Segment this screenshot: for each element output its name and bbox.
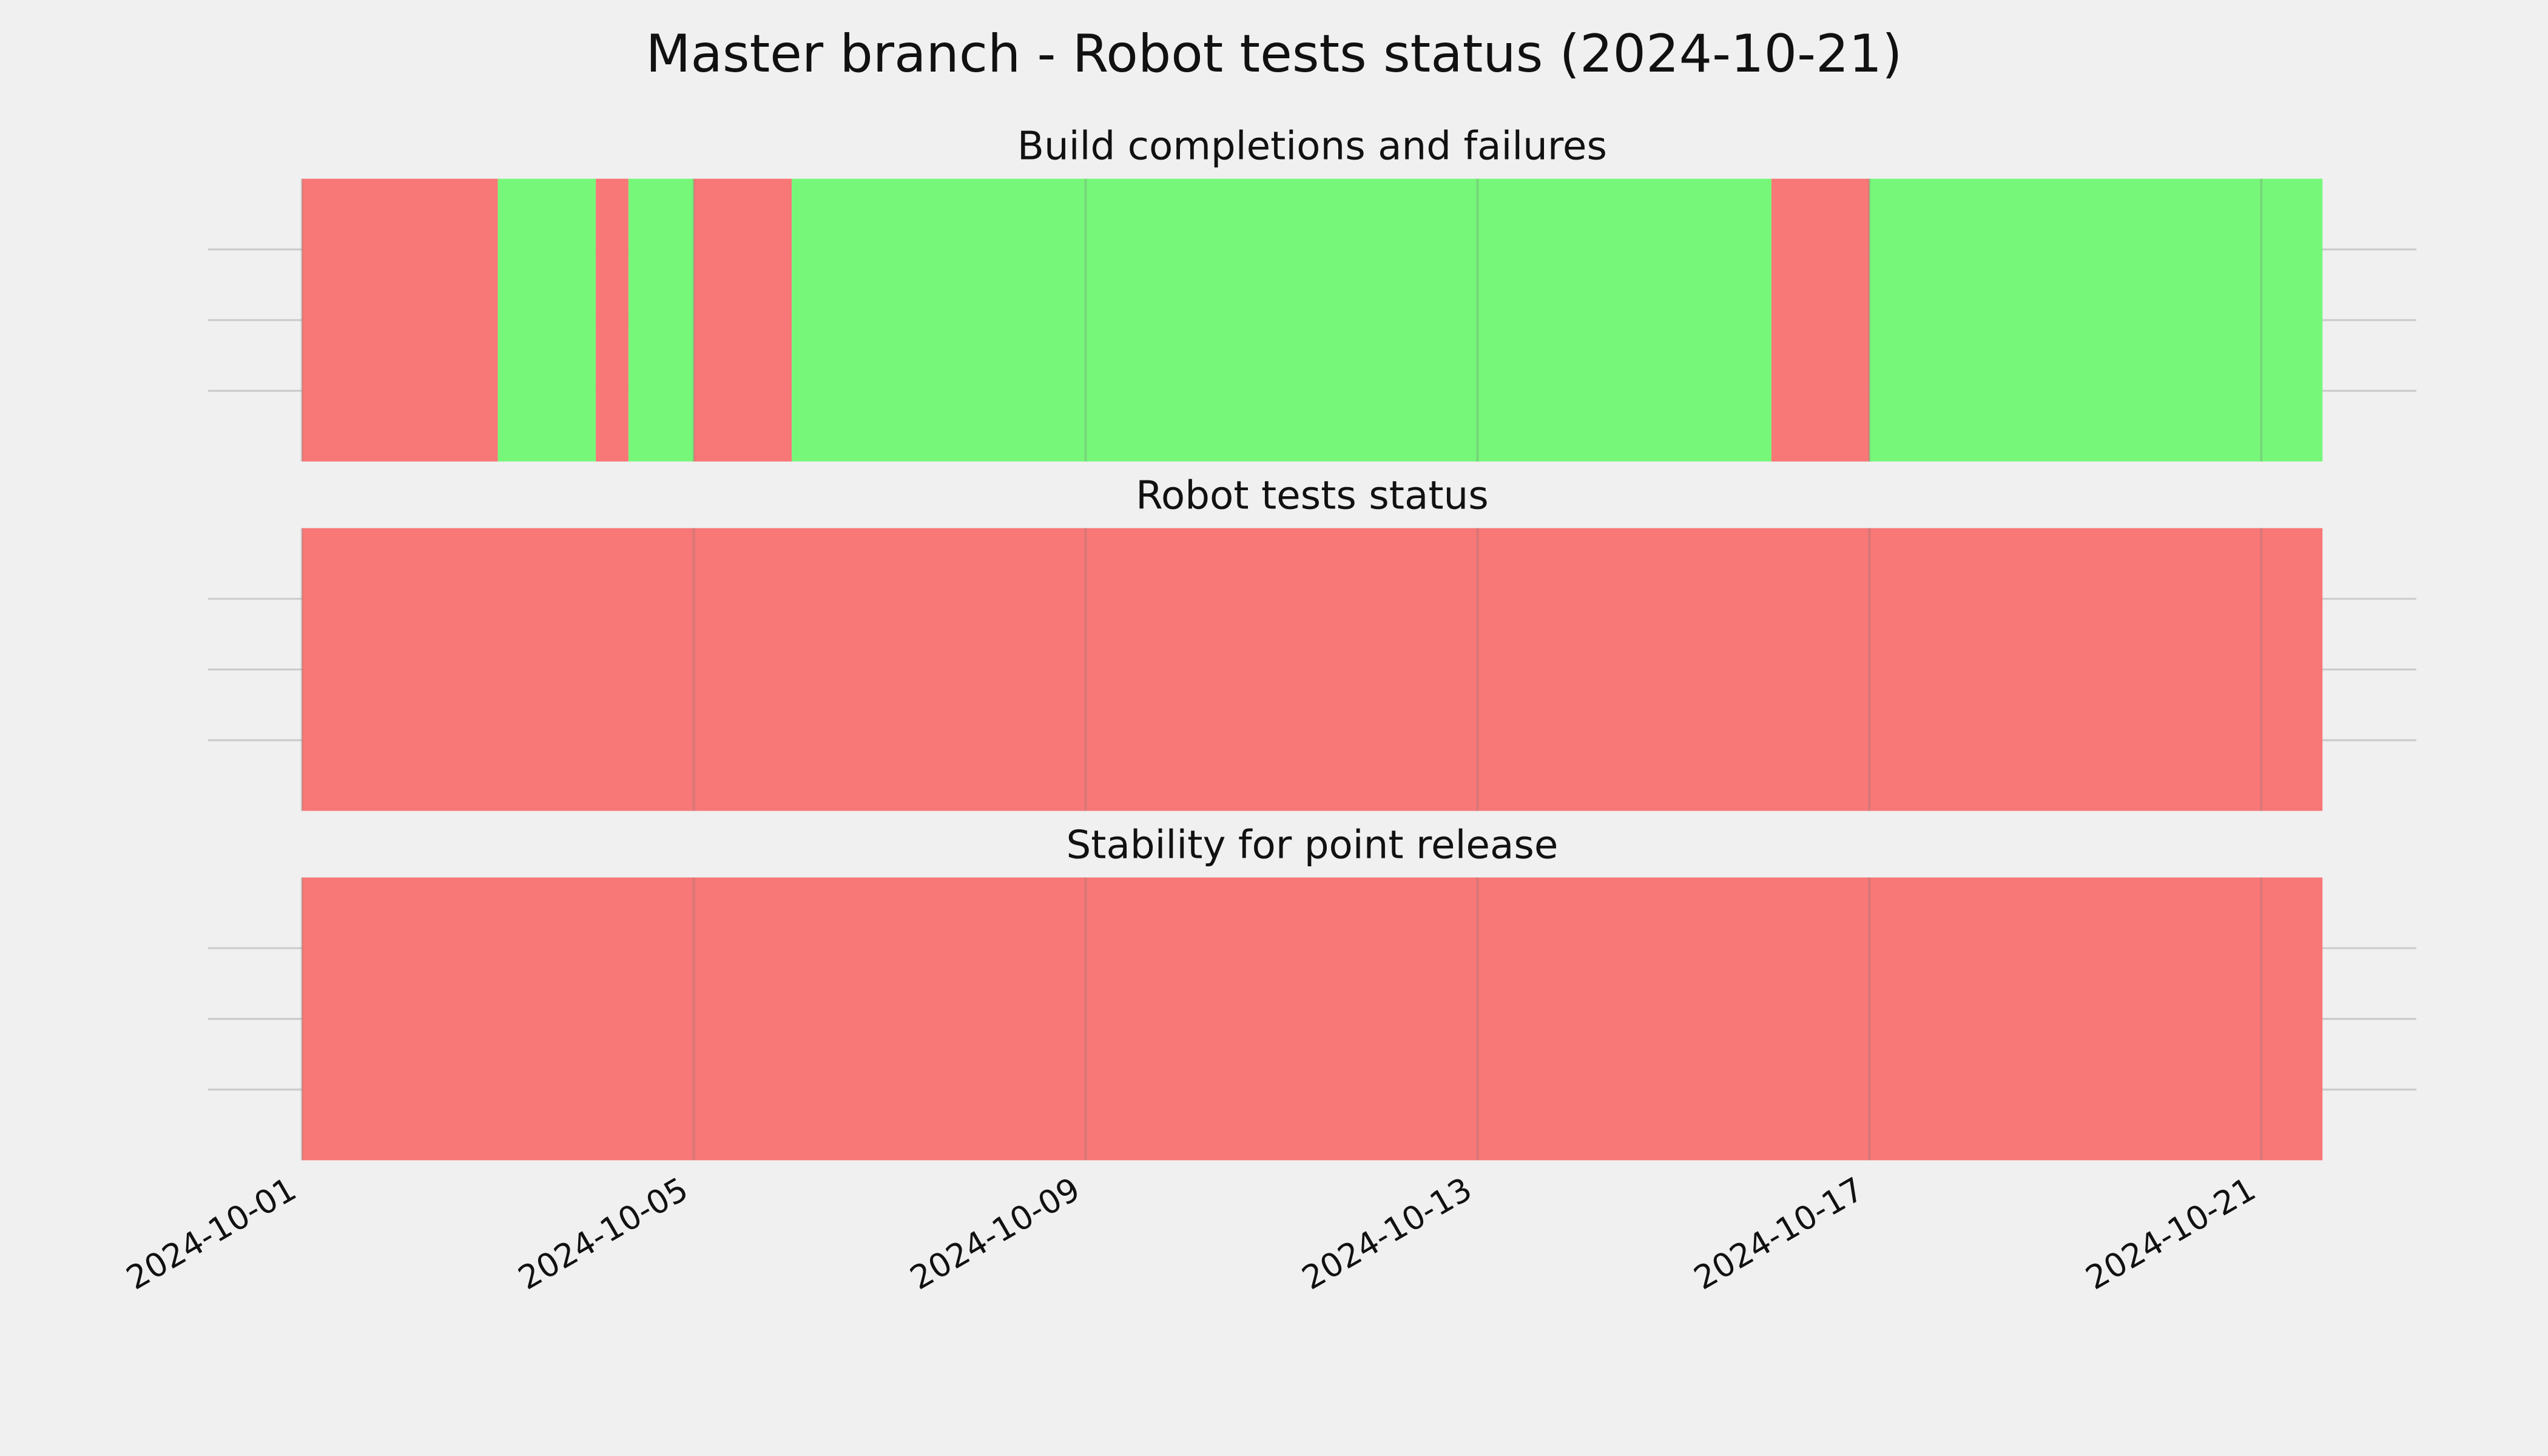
status-segment [302, 178, 498, 462]
subplot-title: Robot tests status [1136, 473, 1489, 518]
subplot-title: Build completions and failures [1017, 124, 1607, 169]
status-segment [497, 178, 596, 462]
status-segment [596, 178, 629, 462]
status-segment [792, 178, 1771, 462]
status-segment [1771, 178, 1870, 462]
status-segment [628, 178, 694, 462]
chart-title: Master branch - Robot tests status (2024… [645, 24, 1902, 84]
status-segment [302, 528, 2323, 811]
status-segment [1869, 178, 2323, 462]
status-segment [302, 877, 2323, 1161]
status-segment [693, 178, 792, 462]
subplot-title: Stability for point release [1067, 822, 1559, 868]
